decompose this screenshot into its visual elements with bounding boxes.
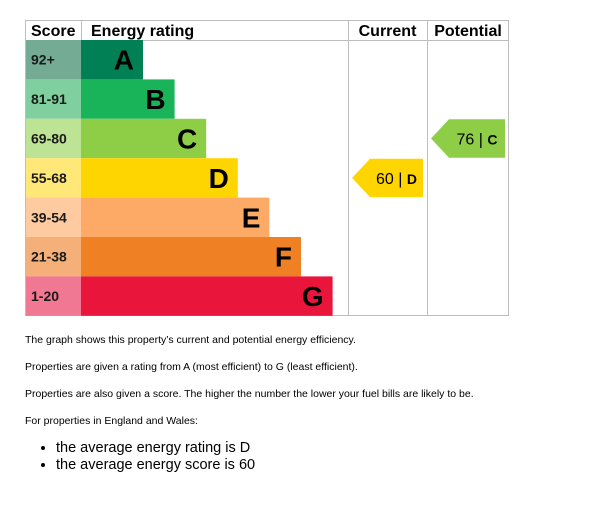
rating-letter-a: A [114,45,134,76]
potential-rating-letter: C [487,132,497,148]
explanation-graph: The graph shows this property’s current … [25,334,356,346]
rating-arrows: 60 | D 76 | C [352,119,505,198]
rating-bar-f [81,237,301,277]
header-current: Current [359,23,417,40]
rating-letter-g: G [302,281,324,312]
average-score-item: the average energy score is 60 [56,457,255,474]
rating-letter-d: D [209,163,229,194]
score-range-d: 55-68 [31,170,67,186]
score-cell-b [26,79,81,119]
score-range-c: 69-80 [31,131,67,147]
explanation-rating: Properties are given a rating from A (mo… [25,361,358,373]
current-rating-arrow [352,158,423,198]
average-list: the average energy rating is D the avera… [26,440,255,474]
potential-rating-label: 76 | C [457,132,498,149]
potential-score-value: 76 | [457,132,488,149]
potential-rating-arrow [431,119,505,158]
score-cell-g [26,276,81,316]
rating-bar-b [81,79,175,119]
rating-letter-f: F [275,242,292,273]
rating-letter-c: C [177,124,197,155]
current-rating-label: 60 | D [376,171,417,188]
score-cell-a [26,40,81,80]
rating-bar-c [81,118,207,159]
score-range-g: 1-20 [31,288,59,304]
header-energy-rating: Energy rating [91,23,194,40]
score-cell-d [26,158,81,198]
rating-bar-d [81,158,238,198]
rating-letter-b: B [145,84,165,115]
current-score-value: 60 | [376,171,407,188]
rating-bar-a [81,40,143,80]
rating-bar-e [81,197,270,237]
header-potential: Potential [434,23,502,40]
score-cell-e [26,197,81,237]
score-cell-f [26,237,81,277]
rating-bands: 92+ A 81-91 B 69-80 C 55-68 D 39-54 E 21-38 F 1-20 G [26,40,333,316]
score-range-f: 21-38 [31,249,67,265]
rating-bar-g [81,276,333,316]
explanation-region: For properties in England and Wales: [25,415,198,427]
score-range-a: 92+ [31,52,55,68]
score-cell-c [26,118,81,159]
score-range-b: 81-91 [31,91,67,107]
score-range-e: 39-54 [31,209,67,225]
header-score: Score [31,23,76,40]
average-rating-item: the average energy rating is D [56,440,255,457]
rating-letter-e: E [242,202,261,233]
explanation-score: Properties are also given a score. The h… [25,388,474,400]
current-rating-letter: D [407,171,417,187]
epc-chart: Score Energy rating Current Potential 92+ A 8… [25,20,509,316]
chart-headers: Score Energy rating Current Potential [31,23,502,40]
